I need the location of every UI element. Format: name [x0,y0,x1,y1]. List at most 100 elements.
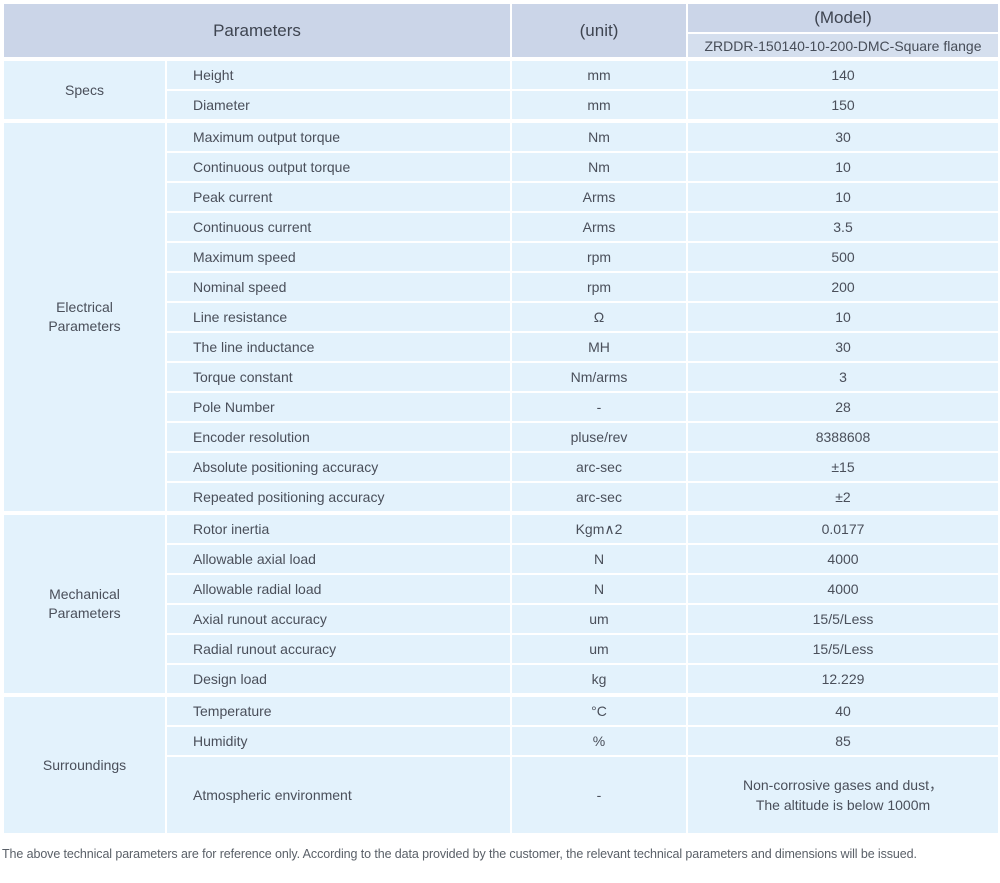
unit-cell: Nm [510,119,688,153]
unit-cell: °C [510,693,688,727]
table-row: Pole Number -28 [3,391,1000,423]
table-row: Repeated positioning accuracy arc-sec ±2 [3,481,1000,514]
value-cell: 4000 [686,573,1000,605]
unit-cell: N [510,543,688,575]
group-label-cell: Mechanical Parameters [2,511,167,696]
table-row: Continuous current Arms 3.5 [3,211,1000,243]
parameter-cell: Design load [165,663,512,696]
table-row: Design load kg 12.229 [3,663,1000,696]
header-unit: (unit) [510,2,688,60]
parameter-cell: Axial runout accuracy [165,603,512,635]
value-cell: 10 [686,151,1000,183]
table-row: Radial runout accuracy um 15/5/Less [3,633,1000,665]
value-cell: 30 [686,331,1000,363]
parameter-cell: Maximum output torque [165,119,512,153]
value-cell: 200 [686,271,1000,303]
value-cell: ±2 [686,481,1000,514]
table-row: The line inductance MH 30 [3,331,1000,363]
unit-cell: um [510,603,688,635]
table-body: Specs Height mm 140 Diameter mm 150 Electrical … [2,57,1000,835]
unit-cell: Ω [510,301,688,333]
unit-cell: Arms [510,181,688,213]
unit-cell: rpm [510,271,688,303]
value-cell: ±15 [686,451,1000,483]
unit-cell: % [510,725,688,757]
parameter-cell: Continuous current [165,211,512,243]
unit-cell: MH [510,331,688,363]
footer-note: The above technical parameters are for r… [2,847,917,861]
unit-cell: arc-sec [510,481,688,514]
value-cell: 10 [686,181,1000,213]
table-row: Mechanical Parameters Rotor inertia Kgm∧2 0… [2,511,1000,696]
parameter-cell: Diameter [165,89,512,122]
value-cell: 500 [686,241,1000,273]
parameter-cell: Nominal speed [165,271,512,303]
table-row: Allowable axial load N 4000 [3,543,1000,575]
unit-cell: - [510,755,688,835]
parameter-cell: Allowable axial load [165,543,512,575]
value-cell: 15/5/Less [686,633,1000,665]
value-cell: 3 [686,361,1000,393]
table-row: Humidity% 85 [3,725,1000,757]
header-row-top: Parameters (unit) (Model) [2,2,1000,60]
parameter-cell: The line inductance [165,331,512,363]
group-label-cell: Surroundings [2,693,167,835]
value-cell: 0.0177 [686,511,1000,545]
unit-cell: Arms [510,211,688,243]
table-row: Torque constant Nm/arms 3 [3,361,1000,393]
table-row: Maximum speed rpm 500 [3,241,1000,273]
value-cell: 40 [686,693,1000,727]
table-row: Peak current Arms 10 [3,181,1000,213]
parameter-cell: Maximum speed [165,241,512,273]
table-row: Diameter mm 150 [3,89,1000,122]
unit-cell: - [510,391,688,423]
table-row: Absolute positioning accuracy arc-sec ±15 [3,451,1000,483]
parameter-cell: Height [165,57,512,91]
value-cell: 12.229 [686,663,1000,696]
table-row: Encoder resolution pluse/rev 8388608 [3,421,1000,453]
table-row: Continuous output torque Nm 10 [3,151,1000,183]
value-cell: 4000 [686,543,1000,575]
value-cell: 140 [686,57,1000,91]
parameter-cell: Repeated positioning accuracy [165,481,512,514]
unit-cell: Kgm∧2 [510,511,688,545]
parameter-cell: Absolute positioning accuracy [165,451,512,483]
unit-cell: um [510,633,688,665]
parameter-cell: Pole Number [165,391,512,423]
value-cell: 15/5/Less [686,603,1000,635]
header-model-name: ZRDDR-150140-10-200-DMC-Square flange [686,32,1000,60]
unit-cell: mm [510,89,688,122]
parameter-cell: Torque constant [165,361,512,393]
group-label-cell: Specs [2,57,167,122]
header-row-model-name: ZRDDR-150140-10-200-DMC-Square flange [3,32,1000,60]
table-row: Surroundings Temperature °C 40 [2,693,1000,835]
table-row: Axial runout accuracy um 15/5/Less [3,603,1000,635]
parameter-cell: Allowable radial load [165,573,512,605]
value-cell: 30 [686,119,1000,153]
parameter-cell: Line resistance [165,301,512,333]
unit-cell: Nm/arms [510,361,688,393]
table-row: Nominal speed rpm 200 [3,271,1000,303]
parameter-cell: Rotor inertia [165,511,512,545]
parameter-cell: Continuous output torque [165,151,512,183]
value-cell: 3.5 [686,211,1000,243]
unit-cell: pluse/rev [510,421,688,453]
unit-cell: kg [510,663,688,696]
parameter-cell: Radial runout accuracy [165,633,512,665]
value-cell: 8388608 [686,421,1000,453]
parameter-cell: Encoder resolution [165,421,512,453]
unit-cell: mm [510,57,688,91]
unit-cell: N [510,573,688,605]
unit-cell: Nm [510,151,688,183]
parameter-cell: Peak current [165,181,512,213]
parameter-cell: Humidity [165,725,512,757]
value-cell: Non-corrosive gases and dust， The altitu… [686,755,1000,835]
table-row: Line resistance Ω 10 [3,301,1000,333]
table-row: Specs Height mm 140 [2,57,1000,122]
table-header: Parameters (unit) (Model) ZRDDR-150140-1… [2,2,1000,60]
group-label-cell: Electrical Parameters [2,119,167,514]
header-parameters: Parameters [2,2,512,60]
header-model: (Model) [686,2,1000,34]
table-row: Electrical Parameters Maximum output torq… [2,119,1000,514]
parameter-cell: Temperature [165,693,512,727]
